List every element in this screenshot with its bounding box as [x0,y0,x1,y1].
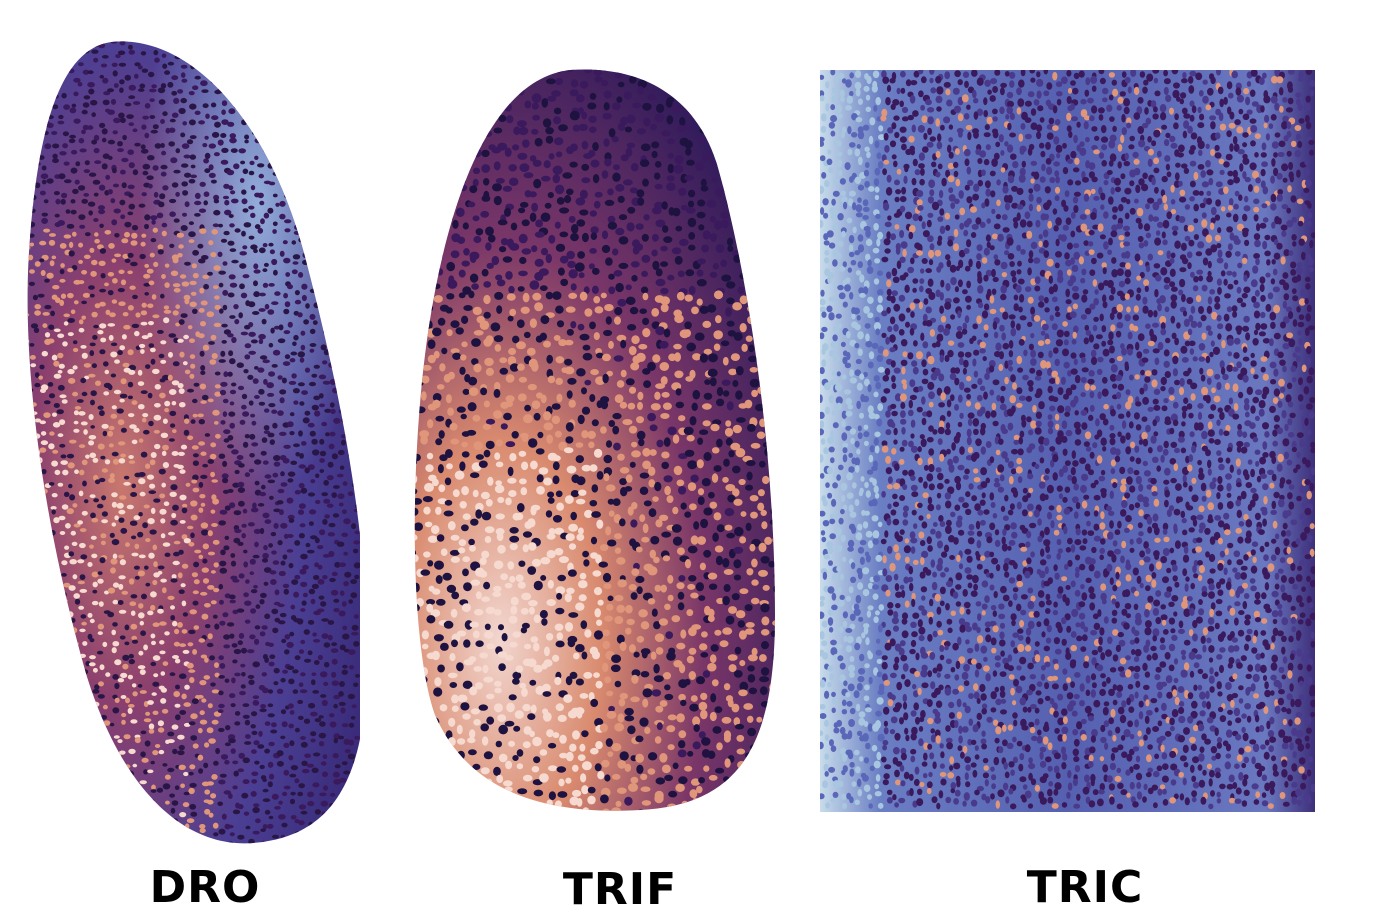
tric-tissue-image [820,70,1315,812]
trif-embryo-image [400,55,800,835]
dro-embryo-image [20,20,360,860]
tric-label: TRIC [1026,862,1144,913]
trif-label: TRIF [562,864,678,915]
dro-label: DRO [149,862,261,913]
